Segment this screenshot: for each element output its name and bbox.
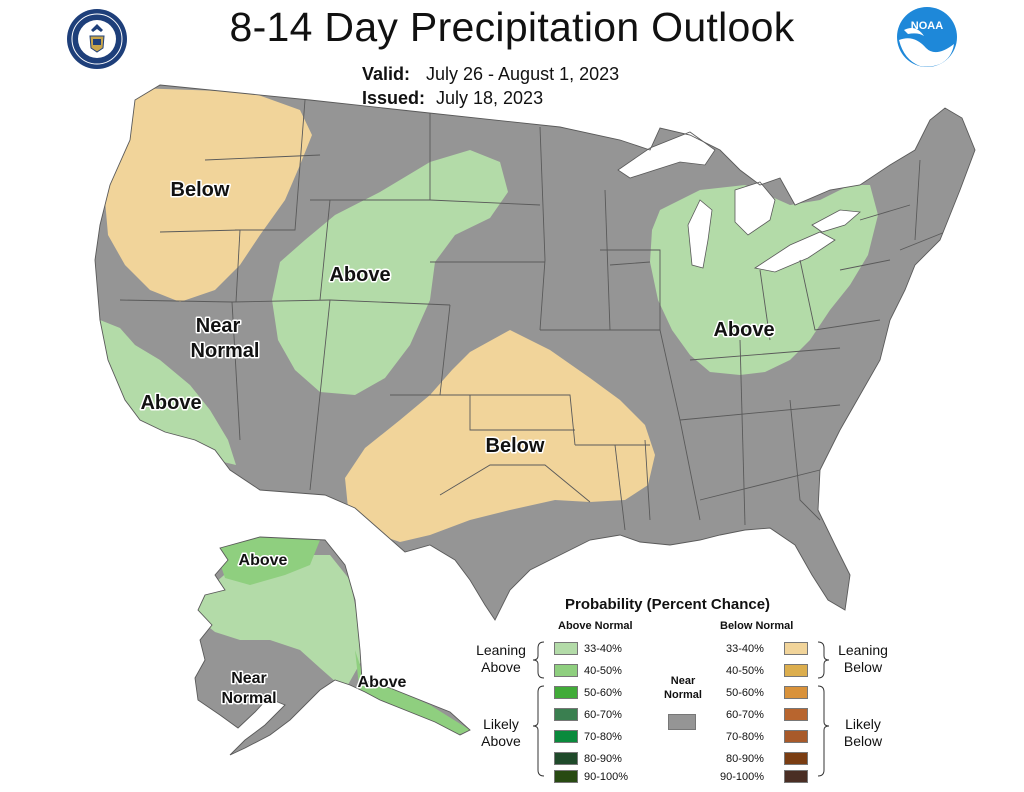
legend-swatch-above-80-90: [554, 752, 578, 765]
issued-label: Issued:: [362, 88, 426, 108]
legend-swatch-below-40-50: [784, 664, 808, 677]
issued-value: July 18, 2023: [436, 88, 544, 108]
alaska-panhandle-above-region: [355, 650, 470, 738]
legend-likely-below: Likely Below: [832, 716, 894, 750]
legend-above-header: Above Normal: [558, 620, 633, 632]
legend-swatch-above-70-80: [554, 730, 578, 743]
legend-leaning-below-line1: Leaning: [838, 642, 888, 658]
noaa-logo-icon: NOAA: [897, 7, 957, 67]
legend-leaning-above-line2: Above: [481, 659, 521, 675]
legend-label-above-60-70: 60-70%: [584, 709, 622, 721]
region-label-pnw-below: Below: [171, 179, 230, 201]
legend-swatch-below-60-70: [784, 708, 808, 721]
legend-likely-below-line1: Likely: [845, 716, 881, 732]
legend-label-below-90-100: 90-100%: [720, 771, 765, 783]
state-borders: [94, 84, 976, 621]
legend-label-above-70-80: 70-80%: [584, 731, 622, 743]
california-above-region: [100, 320, 236, 465]
legend-swatch-below-90-100: [784, 770, 808, 783]
legend-swatch-below-33-40: [784, 642, 808, 655]
probability-legend: Probability (Percent Chance) Above Norma…: [470, 590, 910, 790]
legend-likely-above-line2: Above: [481, 733, 521, 749]
page-title: 8-14 Day Precipitation Outlook: [229, 4, 795, 50]
legend-swatch-below-50-60: [784, 686, 808, 699]
region-label-alaska-normal: Normal: [221, 690, 276, 707]
central-rockies-above-region: [272, 150, 508, 395]
legend-likely-above: Likely Above: [470, 716, 532, 750]
noaa-logo-text: NOAA: [911, 20, 943, 32]
legend-near-normal-line1: Near: [670, 675, 696, 687]
legend-label-above-33-40: 33-40%: [584, 643, 622, 655]
region-label-plains-below: Below: [486, 435, 545, 457]
region-label-california-above: Above: [140, 392, 201, 414]
department-of-commerce-seal-icon: [67, 9, 127, 69]
legend-swatch-above-33-40: [554, 642, 578, 655]
region-label-west-normal: Normal: [191, 340, 260, 362]
legend-likely-below-line2: Below: [843, 733, 883, 749]
valid-label: Valid:: [362, 64, 411, 84]
region-label-rockies-above: Above: [329, 264, 390, 286]
legend-label-below-80-90: 80-90%: [726, 753, 764, 765]
region-label-west-near: Near: [196, 315, 241, 337]
legend-label-below-33-40: 33-40%: [726, 643, 764, 655]
legend-label-below-70-80: 70-80%: [726, 731, 764, 743]
legend-label-above-90-100: 90-100%: [584, 771, 629, 783]
legend-swatch-below-80-90: [784, 752, 808, 765]
region-label-alaska-near: Near: [231, 670, 267, 687]
legend-label-below-60-70: 60-70%: [726, 709, 764, 721]
legend-label-below-50-60: 50-60%: [726, 687, 764, 699]
legend-leaning-below: Leaning Below: [832, 642, 894, 676]
region-labels: Below Above Near Normal Above Below Abov…: [139, 178, 776, 709]
legend-label-above-50-60: 50-60%: [584, 687, 622, 699]
legend-label-below-40-50: 40-50%: [726, 665, 764, 677]
legend-swatch-near-normal: [668, 714, 696, 730]
legend-swatch-below-70-80: [784, 730, 808, 743]
legend-below-header: Below Normal: [720, 620, 794, 632]
issued-date: Issued: July 18, 2023: [362, 88, 543, 109]
region-label-alaska-north-above: Above: [239, 552, 288, 569]
legend-swatch-above-90-100: [554, 770, 578, 783]
alaska: [194, 536, 471, 756]
legend-leaning-below-line2: Below: [843, 659, 883, 675]
alaska-interior-above-region: [195, 555, 362, 690]
legend-leaning-above-line1: Leaning: [476, 642, 526, 658]
legend-swatch-above-60-70: [554, 708, 578, 721]
legend-swatch-above-50-60: [554, 686, 578, 699]
legend-leaning-above: Leaning Above: [470, 642, 532, 676]
legend-near-normal-line2: Normal: [664, 689, 702, 701]
great-lakes: [617, 131, 861, 273]
southern-plains-below-region: [345, 330, 655, 542]
legend-label-above-80-90: 80-90%: [584, 753, 622, 765]
alaska-north-slope-above-region: [215, 537, 320, 585]
legend-near-normal-label: Near Normal: [658, 674, 708, 702]
valid-dates: Valid: July 26 - August 1, 2023: [362, 64, 619, 85]
region-label-alaska-panhandle-above: Above: [358, 674, 407, 691]
legend-braces: [532, 641, 830, 777]
valid-value: July 26 - August 1, 2023: [426, 64, 620, 84]
legend-likely-above-line1: Likely: [483, 716, 519, 732]
legend-title: Probability (Percent Chance): [565, 596, 771, 613]
legend-label-above-40-50: 40-50%: [584, 665, 622, 677]
region-label-ohio-valley-above: Above: [713, 319, 774, 341]
pacific-northwest-below-region: [105, 88, 312, 302]
legend-swatch-above-40-50: [554, 664, 578, 677]
